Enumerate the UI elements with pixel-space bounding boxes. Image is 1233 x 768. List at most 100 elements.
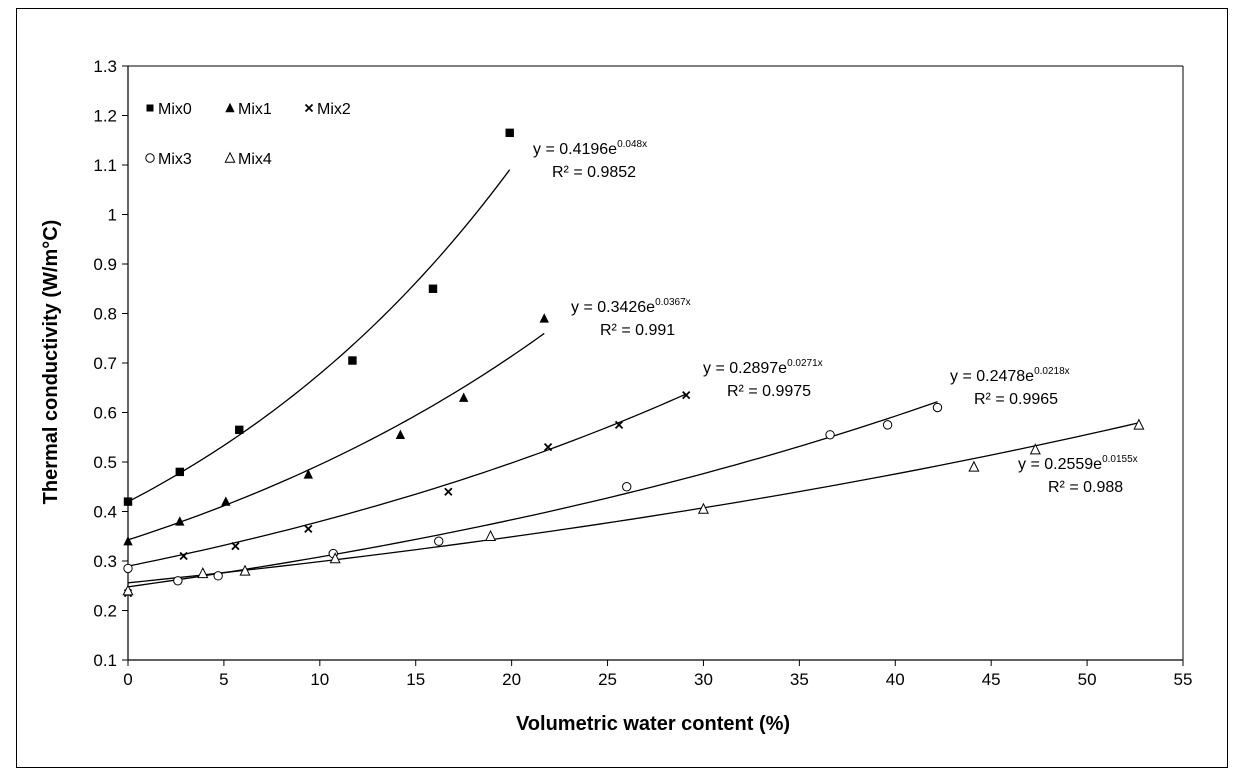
mix2-r-squared: R² = 0.9975 bbox=[727, 383, 811, 400]
mix3-equation: y = 0.2478e0.0218x bbox=[950, 366, 1070, 385]
mix1-point bbox=[221, 496, 231, 506]
legend-label-mix3: Mix3 bbox=[158, 151, 192, 168]
cross-stroke bbox=[543, 443, 553, 452]
mix0-point bbox=[123, 497, 133, 506]
cross-stroke bbox=[444, 487, 453, 496]
mix4-trend-line bbox=[127, 422, 1140, 584]
trend-equations: y = 0.4196e0.048x R² = 0.9852 y = 0.3426e0… bbox=[533, 139, 1138, 496]
legend-marker-mix3 bbox=[145, 153, 155, 163]
mix2-equation: y = 0.2897e0.0271x bbox=[703, 358, 823, 377]
y-tick-label: 0.8 bbox=[93, 305, 117, 324]
data-points bbox=[122, 128, 1145, 598]
mix0-trend-line bbox=[127, 169, 511, 503]
mix4-point bbox=[122, 584, 134, 596]
y-tick-label: 0.6 bbox=[93, 404, 117, 423]
mix0-point bbox=[235, 425, 244, 435]
mix2-point bbox=[444, 487, 453, 496]
y-tick-label: 0.5 bbox=[93, 453, 117, 472]
mix3-point bbox=[434, 536, 444, 546]
x-tick-label: 10 bbox=[310, 670, 329, 689]
mix4-equation-exponent: 0.0155x bbox=[1102, 454, 1138, 465]
cross-stroke bbox=[682, 391, 691, 400]
legend-label-mix0: Mix0 bbox=[158, 101, 192, 118]
mix3-point bbox=[825, 430, 835, 440]
mix1-trend-line bbox=[127, 332, 545, 541]
x-tick-label: 35 bbox=[790, 670, 809, 689]
thermal-conductivity-chart: 0 5 10 15 20 25 30 35 40 45 50 55 0.10.20.30.40.50.… bbox=[40, 57, 1192, 735]
y-tick-label: 0.2 bbox=[93, 602, 117, 621]
legend-marker-mix4 bbox=[224, 151, 236, 163]
legend-marker-mix1 bbox=[225, 102, 235, 113]
mix2-point bbox=[614, 420, 624, 430]
legend-marker-mix0 bbox=[146, 104, 154, 112]
mix4-point bbox=[968, 460, 980, 472]
mix2-equation-exponent: 0.0271x bbox=[787, 358, 823, 369]
x-tick-label: 20 bbox=[502, 670, 521, 689]
mix0-point bbox=[428, 284, 438, 293]
mix0-r-squared: R² = 0.9852 bbox=[552, 164, 636, 181]
mix2-point bbox=[543, 443, 553, 452]
mix1-point bbox=[123, 536, 133, 546]
x-tick-label: 40 bbox=[886, 670, 905, 689]
x-tick-label: 25 bbox=[598, 670, 617, 689]
y-tick-label: 1.2 bbox=[93, 107, 117, 126]
legend: Mix0 Mix1 Mix2 Mix3 Mix4 bbox=[145, 101, 351, 168]
y-tick-label: 0.7 bbox=[93, 354, 117, 373]
mix2-trend-line bbox=[127, 393, 687, 567]
mix3-point bbox=[173, 576, 183, 586]
mix0-equation-base: y = 0.4196e bbox=[533, 141, 617, 158]
mix4-point bbox=[1133, 418, 1145, 430]
mix1-point bbox=[395, 429, 406, 439]
mix4-r-squared: R² = 0.988 bbox=[1048, 479, 1123, 496]
mix1-equation: y = 0.3426e0.0367x bbox=[571, 297, 691, 316]
cross-stroke bbox=[231, 542, 240, 551]
cross-stroke bbox=[179, 551, 188, 561]
mix4-point bbox=[697, 502, 709, 514]
y-tick-label: 0.4 bbox=[93, 503, 117, 522]
x-tick-label: 15 bbox=[406, 670, 425, 689]
x-axis-title: Volumetric water content (%) bbox=[516, 713, 790, 735]
x-tick-label: 45 bbox=[982, 670, 1001, 689]
x-tick-label: 5 bbox=[219, 670, 228, 689]
legend-item-mix1: Mix1 bbox=[225, 101, 272, 118]
y-axis-title: Thermal conductivity (W/m°C) bbox=[40, 220, 62, 505]
mix3-point bbox=[123, 563, 133, 574]
cross-stroke bbox=[304, 524, 313, 533]
legend-label-mix1: Mix1 bbox=[238, 101, 272, 118]
legend-item-mix2: Mix2 bbox=[304, 101, 351, 118]
mix3-r-squared: R² = 0.9965 bbox=[974, 391, 1058, 408]
legend-marker-mix2 bbox=[304, 103, 314, 113]
legend-label-mix4: Mix4 bbox=[238, 151, 272, 168]
y-tick-label: 1.1 bbox=[93, 156, 117, 175]
mix4-point bbox=[1029, 443, 1041, 455]
mix4-point bbox=[197, 567, 209, 579]
mix3-equation-exponent: 0.0218x bbox=[1034, 366, 1070, 377]
y-tick-label: 0.1 bbox=[93, 651, 117, 670]
mix1-equation-exponent: 0.0367x bbox=[655, 297, 691, 308]
mix0-point bbox=[175, 467, 184, 477]
mix3-point bbox=[932, 402, 943, 413]
mix1-r-squared: R² = 0.991 bbox=[600, 322, 675, 339]
mix2-point bbox=[304, 524, 313, 533]
mix1-point bbox=[458, 392, 469, 402]
mix2-equation-base: y = 0.2897e bbox=[703, 360, 787, 377]
y-tick-label: 0.9 bbox=[93, 255, 117, 274]
mix4-point bbox=[239, 564, 251, 576]
mix3-point bbox=[213, 571, 223, 581]
mix2-point bbox=[179, 551, 188, 561]
y-tick-label: 1 bbox=[108, 206, 117, 225]
cross-stroke bbox=[614, 420, 624, 430]
mix4-point bbox=[485, 529, 497, 541]
legend-item-mix0: Mix0 bbox=[146, 101, 192, 118]
x-tick-label: 0 bbox=[123, 670, 132, 689]
legend-label-mix2: Mix2 bbox=[317, 101, 351, 118]
mix1-point bbox=[303, 469, 314, 479]
y-tick-label: 1.3 bbox=[93, 57, 117, 76]
legend-item-mix3: Mix3 bbox=[145, 151, 192, 168]
mix1-point bbox=[539, 313, 549, 323]
mix3-equation-base: y = 0.2478e bbox=[950, 368, 1034, 385]
mix0-equation: y = 0.4196e0.048x bbox=[533, 139, 647, 158]
y-tick-label: 0.3 bbox=[93, 552, 117, 571]
cross-stroke bbox=[304, 103, 314, 113]
mix2-point bbox=[682, 391, 691, 400]
